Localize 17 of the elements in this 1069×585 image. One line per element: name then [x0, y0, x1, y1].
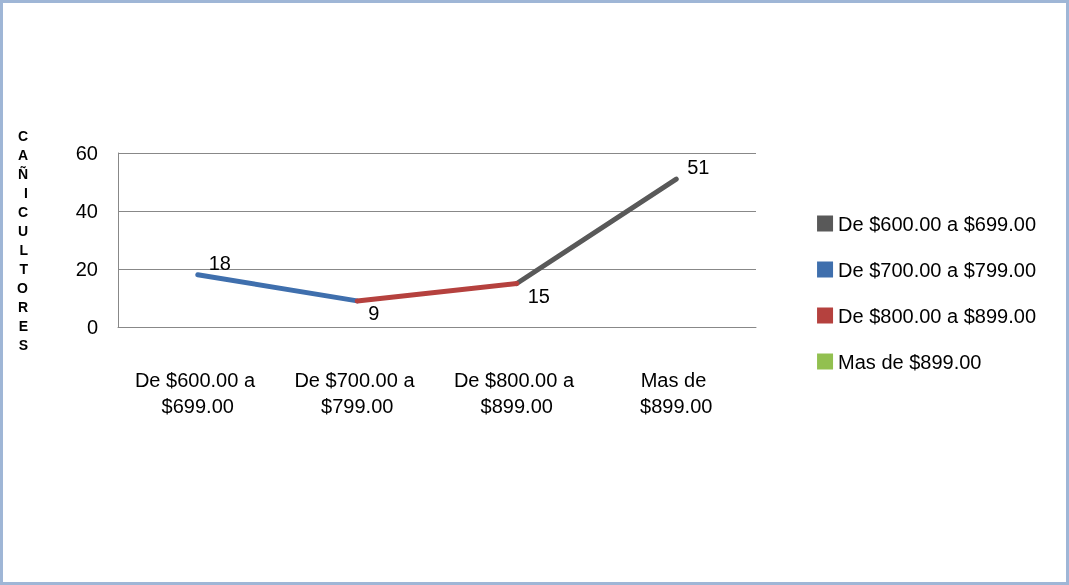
- y-tick-label: 0: [86, 316, 98, 338]
- legend-label: De $700.00 a $799.00: [838, 258, 1036, 281]
- legend-label: Mas de $899.00: [838, 350, 982, 373]
- y-tick-label: 40: [75, 200, 98, 222]
- data-label: 9: [368, 301, 380, 324]
- legend-label: De $600.00 a $699.00: [838, 212, 1036, 235]
- text: CAÑICULTORES: [17, 127, 28, 353]
- y-tick-label: 20: [75, 258, 98, 280]
- legend-label: De $800.00 a $899.00: [838, 304, 1036, 327]
- x-tick-label: Mas de $899.00: [640, 369, 713, 417]
- data-label: 51: [687, 156, 710, 179]
- x-tick-label: De $800.00 a $899.00: [453, 369, 580, 417]
- x-tick-label: De $700.00 a $799.00: [294, 369, 421, 417]
- data-label: 15: [527, 284, 550, 307]
- x-tick-label: De $600.00 a $699.00: [134, 369, 261, 417]
- y-tick-label: 60: [75, 142, 98, 164]
- data-label: 18: [208, 251, 231, 274]
